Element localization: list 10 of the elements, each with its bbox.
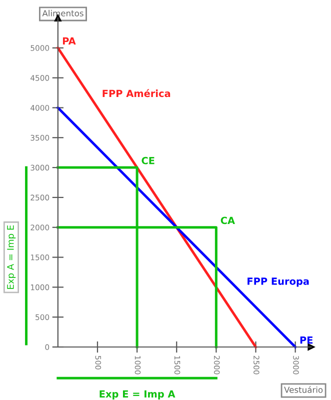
text: Exp E = Imp A <box>100 390 176 400</box>
series-label: FPP América <box>102 89 170 98</box>
annotation: PA <box>62 37 76 44</box>
annotation: PE <box>300 336 313 344</box>
annotation: CE <box>142 156 154 164</box>
annotation: CA <box>220 216 235 224</box>
x-axis-title: Vestuário <box>284 386 323 393</box>
y-axis-title: Alimentos <box>42 10 84 16</box>
series-label: FPP Europa <box>248 278 309 287</box>
text: Exp A = Imp E <box>7 225 16 289</box>
